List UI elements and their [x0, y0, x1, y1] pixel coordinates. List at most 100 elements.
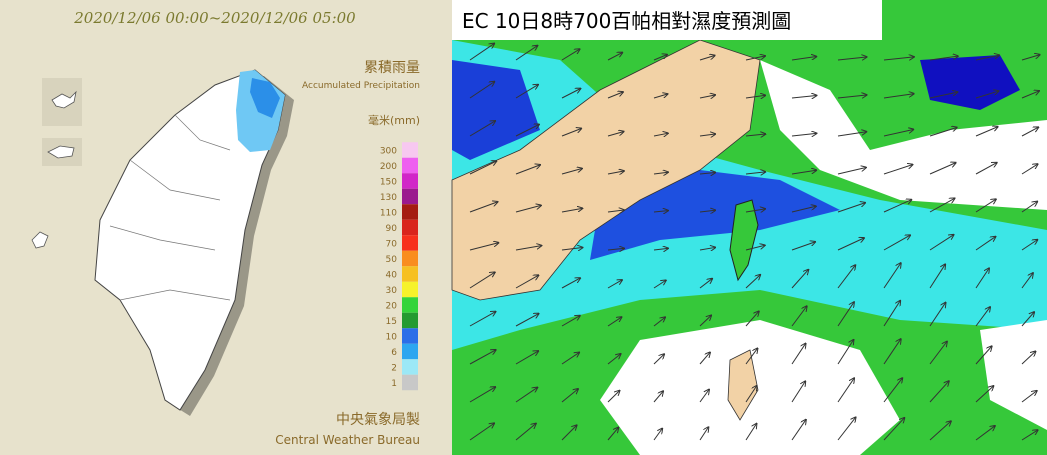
wind-arrow — [653, 248, 668, 250]
legend-swatch — [402, 266, 418, 282]
wind-arrow — [975, 268, 989, 289]
wind-arrow — [699, 172, 715, 174]
legend-swatch — [402, 250, 418, 267]
wind-arrow — [975, 127, 998, 137]
rain-area — [250, 78, 280, 118]
legend-swatch — [402, 312, 418, 329]
wind-arrow — [469, 243, 498, 251]
wind-arrow — [745, 56, 765, 61]
credit-zh: 中央氣象局製 — [336, 412, 420, 428]
wind-arrow — [515, 314, 539, 327]
legend-label: 10 — [386, 333, 398, 343]
legend-swatch — [402, 374, 418, 391]
wind-arrow — [515, 388, 537, 403]
wind-arrow — [653, 317, 665, 327]
legend-label: 110 — [380, 209, 397, 219]
wind-arrow — [791, 270, 808, 289]
wind-arrow — [653, 94, 667, 99]
taiwan — [94, 69, 286, 411]
wind-arrow — [883, 129, 913, 137]
wind-arrow — [883, 200, 911, 213]
wind-arrow — [837, 265, 855, 289]
wind-arrow — [653, 280, 666, 289]
wind-arrow — [653, 172, 668, 174]
wind-arrow — [791, 420, 806, 441]
wind-arrow — [791, 381, 805, 403]
wind-arrow — [929, 56, 958, 61]
wind-arrow — [975, 163, 997, 175]
wind-arrow — [883, 263, 901, 289]
wind-arrow — [653, 211, 668, 212]
wind-arrow — [745, 134, 765, 136]
wind-arrow — [791, 344, 806, 365]
wind-arrow — [837, 57, 866, 60]
wind-arrow — [469, 82, 494, 99]
legend-label: 150 — [380, 178, 397, 188]
wind-arrow — [1021, 351, 1035, 365]
wind-arrow — [929, 198, 954, 213]
wind-arrow — [515, 125, 539, 137]
legend-label: 90 — [386, 224, 398, 234]
wind-arrow — [561, 208, 582, 213]
legend-label: 70 — [386, 240, 398, 250]
wind-arrow — [607, 53, 622, 61]
wind-arrow — [699, 95, 715, 98]
legend-swatch — [402, 359, 418, 375]
legend-label: 200 — [380, 162, 397, 172]
wind-arrow — [699, 427, 708, 441]
wind-arrow — [975, 346, 992, 365]
taiwan-outline — [729, 199, 759, 282]
wind-arrow — [607, 354, 621, 365]
wind-arrow — [515, 165, 540, 175]
very-humid-zone — [920, 55, 1020, 110]
legend-label: 30 — [386, 286, 398, 296]
wind-arrow — [653, 133, 668, 136]
wind-arrow — [1021, 312, 1034, 327]
wind-arrow — [515, 85, 538, 99]
wind-arrow — [883, 57, 914, 61]
dry-zone — [980, 320, 1047, 430]
wind-arrow — [1021, 127, 1038, 137]
wind-arrow — [745, 209, 765, 212]
humidity-map: EC 10日8時700百帕相對濕度預測圖 — [451, 0, 1047, 455]
wind-arrow — [1021, 273, 1033, 289]
wind-arrow — [515, 351, 538, 365]
wind-arrow — [607, 391, 619, 403]
wind-arrow — [929, 381, 949, 403]
legend-label: 300 — [380, 147, 397, 157]
wind-arrow — [699, 134, 715, 136]
legend-swatch — [402, 328, 418, 344]
wind-arrow — [883, 301, 900, 327]
wind-arrow — [883, 418, 904, 441]
wind-arrow — [699, 247, 715, 250]
wind-arrow — [745, 311, 759, 327]
wind-arrow — [975, 307, 990, 327]
wind-arrow — [929, 235, 954, 251]
wind-arrow — [837, 417, 856, 441]
wind-arrow — [745, 424, 756, 441]
title-zh: 累積雨量 — [364, 60, 420, 76]
wind-arrow — [699, 352, 710, 365]
land — [727, 349, 759, 421]
wind-arrow — [883, 94, 914, 99]
wind-arrow — [929, 92, 957, 99]
wind-arrow — [607, 428, 618, 441]
wind-arrow — [1021, 391, 1037, 403]
credit-en: Central Weather Bureau — [275, 433, 420, 447]
wind-arrow — [469, 202, 497, 213]
wind-arrow — [561, 278, 580, 289]
wind-arrow — [791, 206, 816, 213]
title-box — [452, 0, 882, 40]
wind-arrow — [561, 49, 580, 61]
wind-arrow — [975, 91, 998, 99]
wind-arrow — [975, 199, 996, 213]
land — [451, 39, 761, 301]
wind-arrow — [929, 163, 956, 175]
wind-arrow — [791, 133, 816, 136]
legend: 300 200 150 130 110 90 70 50 40 30 20 15 10 6 2 1 — [380, 142, 418, 391]
legend-swatch — [402, 204, 418, 220]
wind-arrow — [561, 129, 581, 137]
wind-arrow — [837, 203, 865, 213]
